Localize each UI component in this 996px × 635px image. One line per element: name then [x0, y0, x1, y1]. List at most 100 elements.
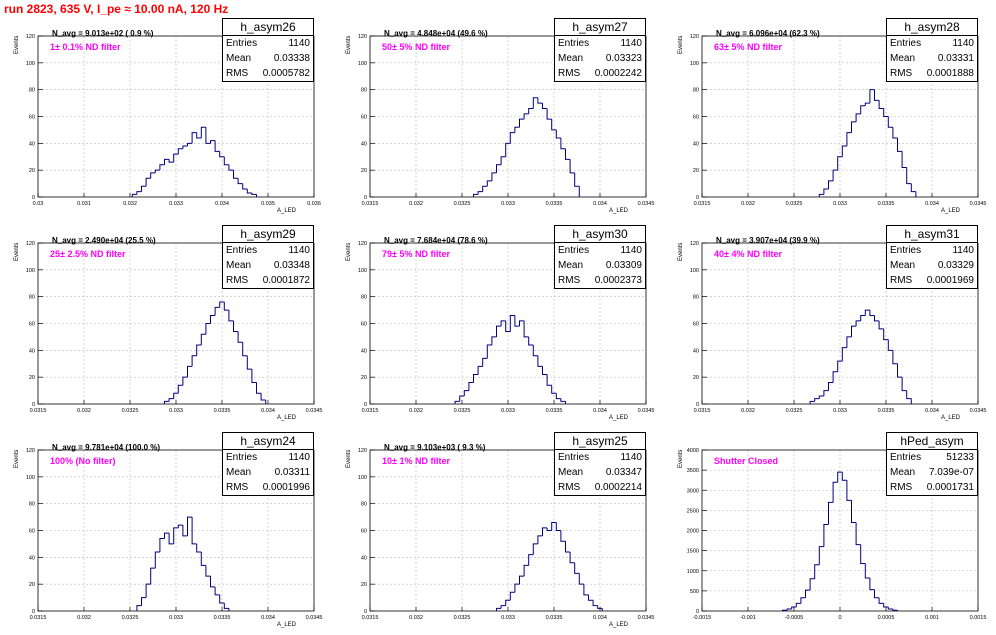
x-axis-label: A_LED — [609, 415, 629, 421]
x-tick-label: 0.0325 — [122, 408, 139, 414]
x-tick-label: 0.0315 — [362, 201, 379, 207]
histogram-bin — [828, 180, 834, 189]
histogram-bin — [233, 320, 239, 333]
histogram-bin — [168, 398, 174, 402]
stats-key: RMS — [890, 68, 913, 79]
stats-key: RMS — [558, 68, 581, 79]
histogram-bin — [910, 183, 916, 193]
histogram-bin — [233, 170, 239, 179]
histogram-bin — [851, 325, 857, 337]
histogram-bin — [237, 178, 243, 185]
histogram-bin — [878, 597, 884, 604]
stats-value: 1140 — [620, 245, 642, 256]
y-tick-label: 120 — [358, 34, 367, 40]
histogram-bin — [159, 164, 165, 171]
y-tick-label: 120 — [26, 448, 35, 454]
histogram-bin — [256, 382, 262, 394]
stats-value: 0.0001888 — [926, 68, 974, 79]
histogram-bin — [782, 609, 788, 611]
y-tick-label: 100 — [26, 268, 35, 274]
histogram-bin — [131, 193, 137, 197]
stats-row-rms: RMS 0.0001969 — [887, 273, 977, 288]
histogram-bin — [228, 164, 234, 171]
histogram-bin — [878, 320, 884, 330]
stats-row-rms: RMS 0.0002242 — [555, 66, 645, 81]
panel-h_asym25: 0.0315 0.032 0.0325 0.033 0.0335 0.034 0.0345 0… — [332, 428, 664, 635]
x-tick-label: -0.0005 — [785, 615, 804, 621]
y-tick-label: 60 — [693, 115, 699, 121]
histogram-bin — [210, 140, 216, 144]
histogram-bin — [569, 551, 575, 564]
stats-value: 1140 — [952, 38, 974, 49]
histogram-bin — [187, 516, 193, 536]
histogram-bin — [496, 164, 502, 173]
filter-label: 79± 5% ND filter — [382, 249, 450, 259]
y-axis-label: Events — [14, 35, 20, 54]
stats-value: 1140 — [620, 452, 642, 463]
stats-key: RMS — [226, 482, 249, 493]
stats-value: 0.03348 — [273, 260, 310, 271]
histogram-bin — [537, 355, 543, 367]
stats-box: h_asym24 Entries 1140 Mean 0.03311 RMS 0.00019… — [222, 432, 314, 496]
histogram-bin — [846, 336, 852, 348]
stats-row-mean: Mean 0.03331 — [887, 51, 977, 66]
y-tick-label: 60 — [361, 529, 367, 535]
histogram-bin — [491, 336, 497, 345]
y-tick-label: 0 — [32, 402, 35, 408]
histogram-bin — [551, 521, 557, 531]
x-tick-label: 0.034 — [925, 408, 939, 414]
stats-row-entries: Entries 1140 — [555, 243, 645, 258]
histogram-bin — [486, 344, 492, 359]
panel-h_asym28: 0.0315 0.032 0.0325 0.033 0.0335 0.034 0.0345 0… — [664, 14, 996, 221]
histogram-bin — [191, 517, 197, 545]
histogram-bin — [214, 140, 220, 152]
histogram-bin — [196, 132, 202, 139]
stats-box: h_asym31 Entries 1140 Mean 0.03329 RMS 0.00019… — [886, 225, 978, 289]
histogram-bin — [583, 584, 589, 596]
histogram-bin — [537, 535, 543, 544]
x-tick-label: 0.0315 — [362, 615, 379, 621]
y-tick-label: 100 — [358, 268, 367, 274]
stats-key: Entries — [558, 38, 590, 49]
y-tick-label: 0 — [696, 195, 699, 201]
histogram-bin — [168, 533, 174, 545]
x-tick-label: 0 — [838, 615, 841, 621]
x-tick-label: 0.032 — [741, 408, 755, 414]
histogram-bin — [791, 606, 797, 609]
x-tick-label: 0.032 — [409, 408, 423, 414]
stats-row-entries: Entries 1140 — [887, 243, 977, 258]
histogram-bin — [242, 183, 248, 190]
histogram-bin — [892, 608, 898, 611]
histogram-bin — [860, 314, 866, 321]
histogram-bin — [154, 551, 160, 569]
n-avg-label: N_avg = 3.907e+04 (39.9 %) — [716, 236, 820, 245]
x-tick-label: 0.0325 — [122, 615, 139, 621]
stats-box: h_asym27 Entries 1140 Mean 0.03323 RMS 0.00022… — [554, 18, 646, 82]
y-axis-label: Events — [678, 35, 684, 54]
histogram-bin — [809, 578, 815, 591]
histogram-bin — [887, 606, 893, 610]
stats-row-mean: Mean 0.03347 — [555, 465, 645, 480]
histogram-bin — [177, 384, 183, 394]
histogram-bin — [832, 371, 838, 383]
y-tick-label: 40 — [361, 348, 367, 354]
histogram-bin — [187, 142, 193, 147]
y-tick-label: 80 — [693, 295, 699, 301]
x-tick-label: 0.032 — [741, 201, 755, 207]
stats-box: h_asym25 Entries 1140 Mean 0.03347 RMS 0.00022… — [554, 432, 646, 496]
histogram-bin — [532, 543, 538, 555]
y-tick-label: 120 — [690, 241, 699, 247]
histogram-bin — [828, 382, 834, 391]
histogram-bin — [818, 395, 824, 399]
stats-key: Entries — [226, 245, 258, 256]
stats-row-rms: RMS 0.0002373 — [555, 273, 645, 288]
y-tick-label: 100 — [358, 475, 367, 481]
stats-box: h_asym26 Entries 1140 Mean 0.03338 RMS 0.00057… — [222, 18, 314, 82]
stats-key: Entries — [558, 452, 590, 463]
stats-key: Mean — [226, 260, 252, 271]
stats-box: hPed_asym Entries 51233 Mean 7.039e-07 RMS 0.0… — [886, 432, 978, 496]
histogram-bin — [528, 107, 534, 114]
x-axis-label: A_LED — [609, 208, 629, 214]
stats-key: Mean — [890, 260, 916, 271]
run-title: run 2823, 635 V, I_pe ≈ 10.00 nA, 120 Hz — [4, 2, 229, 16]
